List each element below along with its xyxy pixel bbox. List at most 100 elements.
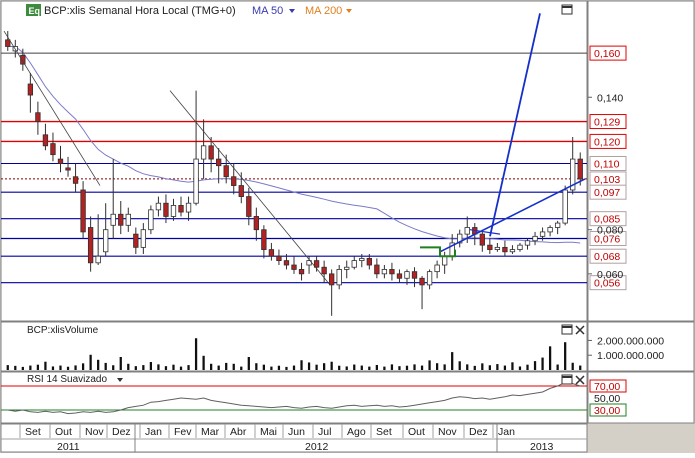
candle-body[interactable] [283, 260, 290, 266]
candle-body[interactable] [87, 227, 94, 264]
volume-bar[interactable] [488, 365, 491, 370]
candle-body[interactable] [562, 189, 568, 224]
candle-body[interactable] [148, 209, 154, 231]
trend-line[interactable] [439, 178, 586, 253]
volume-bar[interactable] [307, 362, 311, 370]
candle-body[interactable] [95, 255, 101, 264]
candle-body[interactable] [65, 167, 71, 171]
volume-bar[interactable] [225, 362, 228, 370]
volume-bar[interactable] [232, 363, 235, 370]
candle-body[interactable] [381, 269, 388, 275]
volume-bar[interactable] [473, 365, 476, 370]
volume-bar[interactable] [496, 364, 499, 370]
candle-body[interactable] [118, 213, 124, 226]
candle-body[interactable] [441, 255, 448, 266]
candle-body[interactable] [479, 233, 485, 246]
volume-maximize-icon[interactable] [561, 324, 573, 335]
candle-body[interactable] [200, 145, 207, 160]
candle-body[interactable] [140, 229, 147, 248]
candle-body[interactable] [238, 185, 244, 197]
volume-bar[interactable] [81, 363, 85, 370]
candle-body[interactable] [426, 271, 433, 286]
candle-body[interactable] [178, 205, 184, 213]
volume-bar[interactable] [164, 366, 168, 370]
candle-body[interactable] [411, 271, 418, 279]
volume-bar[interactable] [353, 364, 356, 370]
volume-bar[interactable] [187, 365, 190, 370]
candle-body[interactable] [231, 176, 237, 186]
rsi-line[interactable] [7, 381, 581, 415]
candle-body[interactable] [103, 229, 109, 253]
volume-bar[interactable] [59, 365, 62, 370]
volume-bar[interactable] [44, 361, 47, 370]
volume-bar[interactable] [14, 365, 17, 370]
candle-body[interactable] [494, 246, 501, 250]
logo-icon[interactable] [26, 4, 41, 16]
candle-body[interactable] [509, 249, 516, 253]
consolidation-marker[interactable] [420, 246, 456, 258]
volume-bar[interactable] [127, 363, 130, 370]
candle-body[interactable] [170, 205, 177, 217]
volume-axis[interactable] [587, 321, 695, 372]
volume-bar[interactable] [194, 338, 198, 370]
candle-body[interactable] [57, 158, 64, 164]
rsi-maximize-icon[interactable] [561, 374, 573, 385]
candle-body[interactable] [374, 264, 380, 275]
volume-bar[interactable] [458, 361, 461, 370]
volume-bar[interactable] [179, 366, 183, 370]
volume-bar[interactable] [270, 366, 273, 370]
candle-body[interactable] [193, 158, 199, 204]
volume-bar[interactable] [247, 356, 250, 370]
rsi-label[interactable]: RSI 14 Suavizado [27, 374, 107, 385]
volume-bar[interactable] [571, 362, 574, 370]
symbol-title[interactable]: BCP:xlis Semanal Hora Local (TMG+0) [44, 5, 236, 17]
volume-bar[interactable] [172, 364, 175, 370]
volume-bar[interactable] [300, 360, 303, 370]
volume-bar[interactable] [277, 365, 281, 370]
candle-body[interactable] [434, 264, 440, 273]
volume-bar[interactable] [315, 364, 318, 370]
volume-bar[interactable] [383, 366, 386, 370]
candle-body[interactable] [547, 227, 553, 233]
candle-body[interactable] [577, 158, 583, 180]
volume-bar[interactable] [375, 364, 378, 370]
volume-bar[interactable] [466, 364, 469, 370]
candle-body[interactable] [539, 231, 546, 237]
candle-body[interactable] [336, 269, 342, 286]
rsi-dropdown-icon[interactable] [117, 378, 123, 382]
volume-bar[interactable] [518, 366, 522, 370]
candle-body[interactable] [457, 233, 463, 244]
candle-body[interactable] [27, 83, 34, 96]
trend-line[interactable] [469, 229, 501, 235]
candle-body[interactable] [125, 213, 131, 226]
candle-body[interactable] [50, 143, 56, 156]
volume-bar[interactable] [443, 364, 446, 370]
maximize-icon[interactable] [561, 4, 573, 15]
volume-bar[interactable] [6, 365, 9, 370]
volume-bar[interactable] [390, 364, 394, 370]
volume-bar[interactable] [202, 355, 205, 370]
volume-bar[interactable] [142, 365, 145, 370]
volume-bar[interactable] [428, 360, 431, 370]
volume-bar[interactable] [21, 366, 24, 370]
candle-body[interactable] [20, 54, 26, 65]
volume-bar[interactable] [149, 362, 153, 370]
volume-bar[interactable] [511, 362, 514, 370]
volume-bar[interactable] [526, 364, 529, 370]
candle-body[interactable] [298, 269, 305, 275]
candle-body[interactable] [110, 213, 116, 226]
volume-bar[interactable] [503, 365, 507, 370]
candle-body[interactable] [253, 216, 259, 231]
volume-label[interactable]: BCP:xlisVolume [27, 325, 99, 336]
candle-body[interactable] [163, 202, 169, 217]
trend-line[interactable] [169, 90, 331, 286]
candle-body[interactable] [532, 235, 538, 242]
candle-body[interactable] [517, 244, 523, 250]
rsi-plot-area[interactable] [0, 371, 588, 424]
candle-body[interactable] [42, 134, 49, 147]
volume-bar[interactable] [74, 365, 77, 370]
volume-bar[interactable] [345, 366, 348, 370]
volume-bar[interactable] [292, 365, 296, 370]
volume-bar[interactable] [210, 363, 213, 370]
ma200-legend[interactable]: MA 200 [305, 5, 342, 17]
